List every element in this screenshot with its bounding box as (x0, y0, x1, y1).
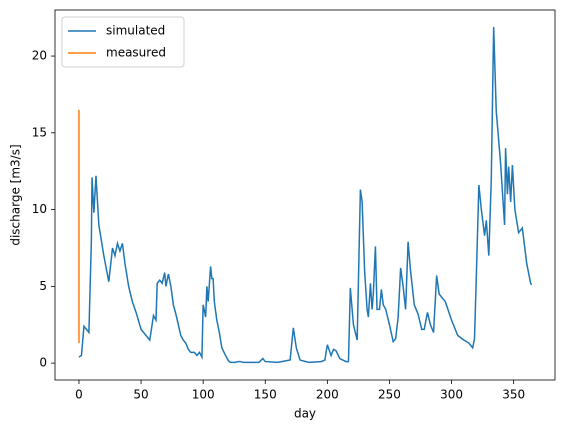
y-tick-label: 20 (32, 49, 47, 63)
line-series (78, 26, 533, 364)
legend-label: simulated (106, 24, 165, 38)
y-tick-label: 5 (39, 279, 47, 293)
x-tick-label: 0 (75, 388, 83, 402)
y-tick-label: 15 (32, 125, 47, 139)
x-tick-label: 300 (440, 388, 463, 402)
x-tick-label: 50 (133, 388, 148, 402)
legend-label: measured (106, 46, 166, 60)
x-tick-label: 350 (502, 388, 525, 402)
legend-box (61, 16, 185, 68)
x-tick-label: 200 (316, 388, 339, 402)
x-tick-label: 250 (378, 388, 401, 402)
x-axis-label: day (294, 407, 316, 421)
x-tick-label: 150 (254, 388, 277, 402)
y-tick-label: 10 (32, 202, 47, 216)
x-tick-label: 100 (192, 388, 215, 402)
y-axis-label: discharge [m3/s] (9, 144, 23, 245)
y-tick-label: 0 (39, 356, 47, 370)
plot-frame (54, 9, 556, 381)
